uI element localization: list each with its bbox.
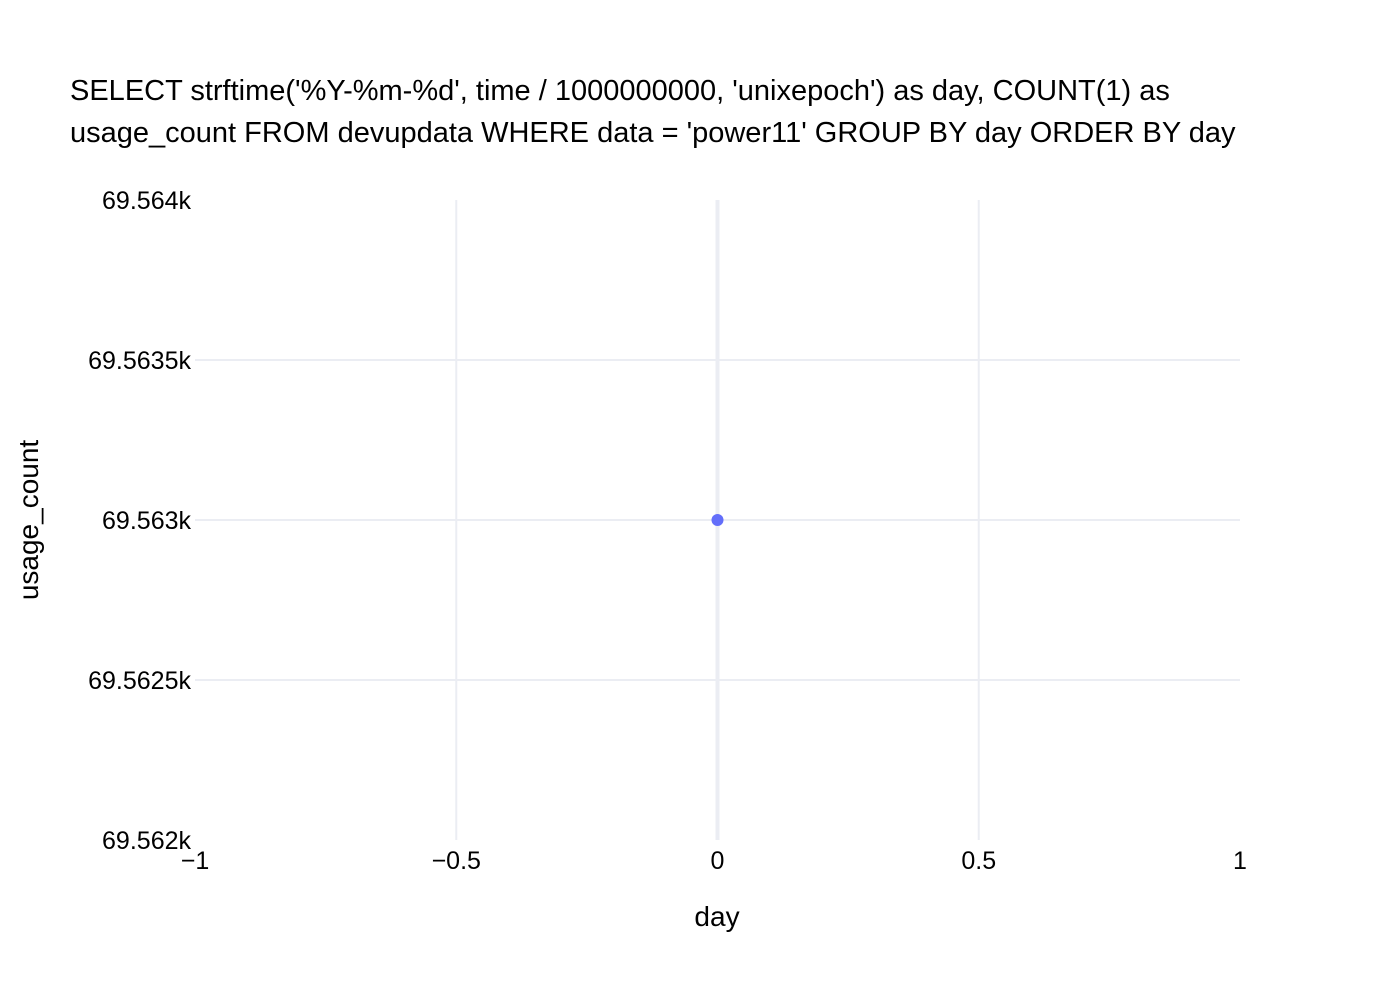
x-tick-label: −0.5	[432, 847, 481, 875]
chart-title-line-2: usage_count FROM devupdata WHERE data = …	[70, 117, 1236, 149]
y-tick-label: 69.5635k	[88, 347, 191, 375]
data-points	[711, 514, 724, 526]
chart-title: SELECT strftime('%Y-%m-%d', time / 10000…	[70, 75, 1236, 149]
y-tick-label: 69.562k	[102, 827, 191, 855]
y-axis-title: usage_count	[13, 440, 44, 601]
x-tick-label: 0.5	[961, 847, 996, 875]
x-tick-label: 0	[711, 847, 725, 875]
y-tick-label: 69.5625k	[88, 667, 191, 695]
x-axis-ticks: −1 −0.5 0 0.5 1	[181, 847, 1247, 875]
y-tick-label: 69.563k	[102, 507, 191, 535]
chart-title-line-1: SELECT strftime('%Y-%m-%d', time / 10000…	[70, 75, 1170, 107]
y-axis-ticks: 69.562k 69.5625k 69.563k 69.5635k 69.564k	[88, 187, 191, 855]
y-tick-label: 69.564k	[102, 187, 191, 215]
x-tick-label: 1	[1233, 847, 1247, 875]
data-point[interactable]	[711, 514, 724, 526]
x-axis-title: day	[694, 901, 739, 932]
x-tick-label: −1	[181, 847, 210, 875]
